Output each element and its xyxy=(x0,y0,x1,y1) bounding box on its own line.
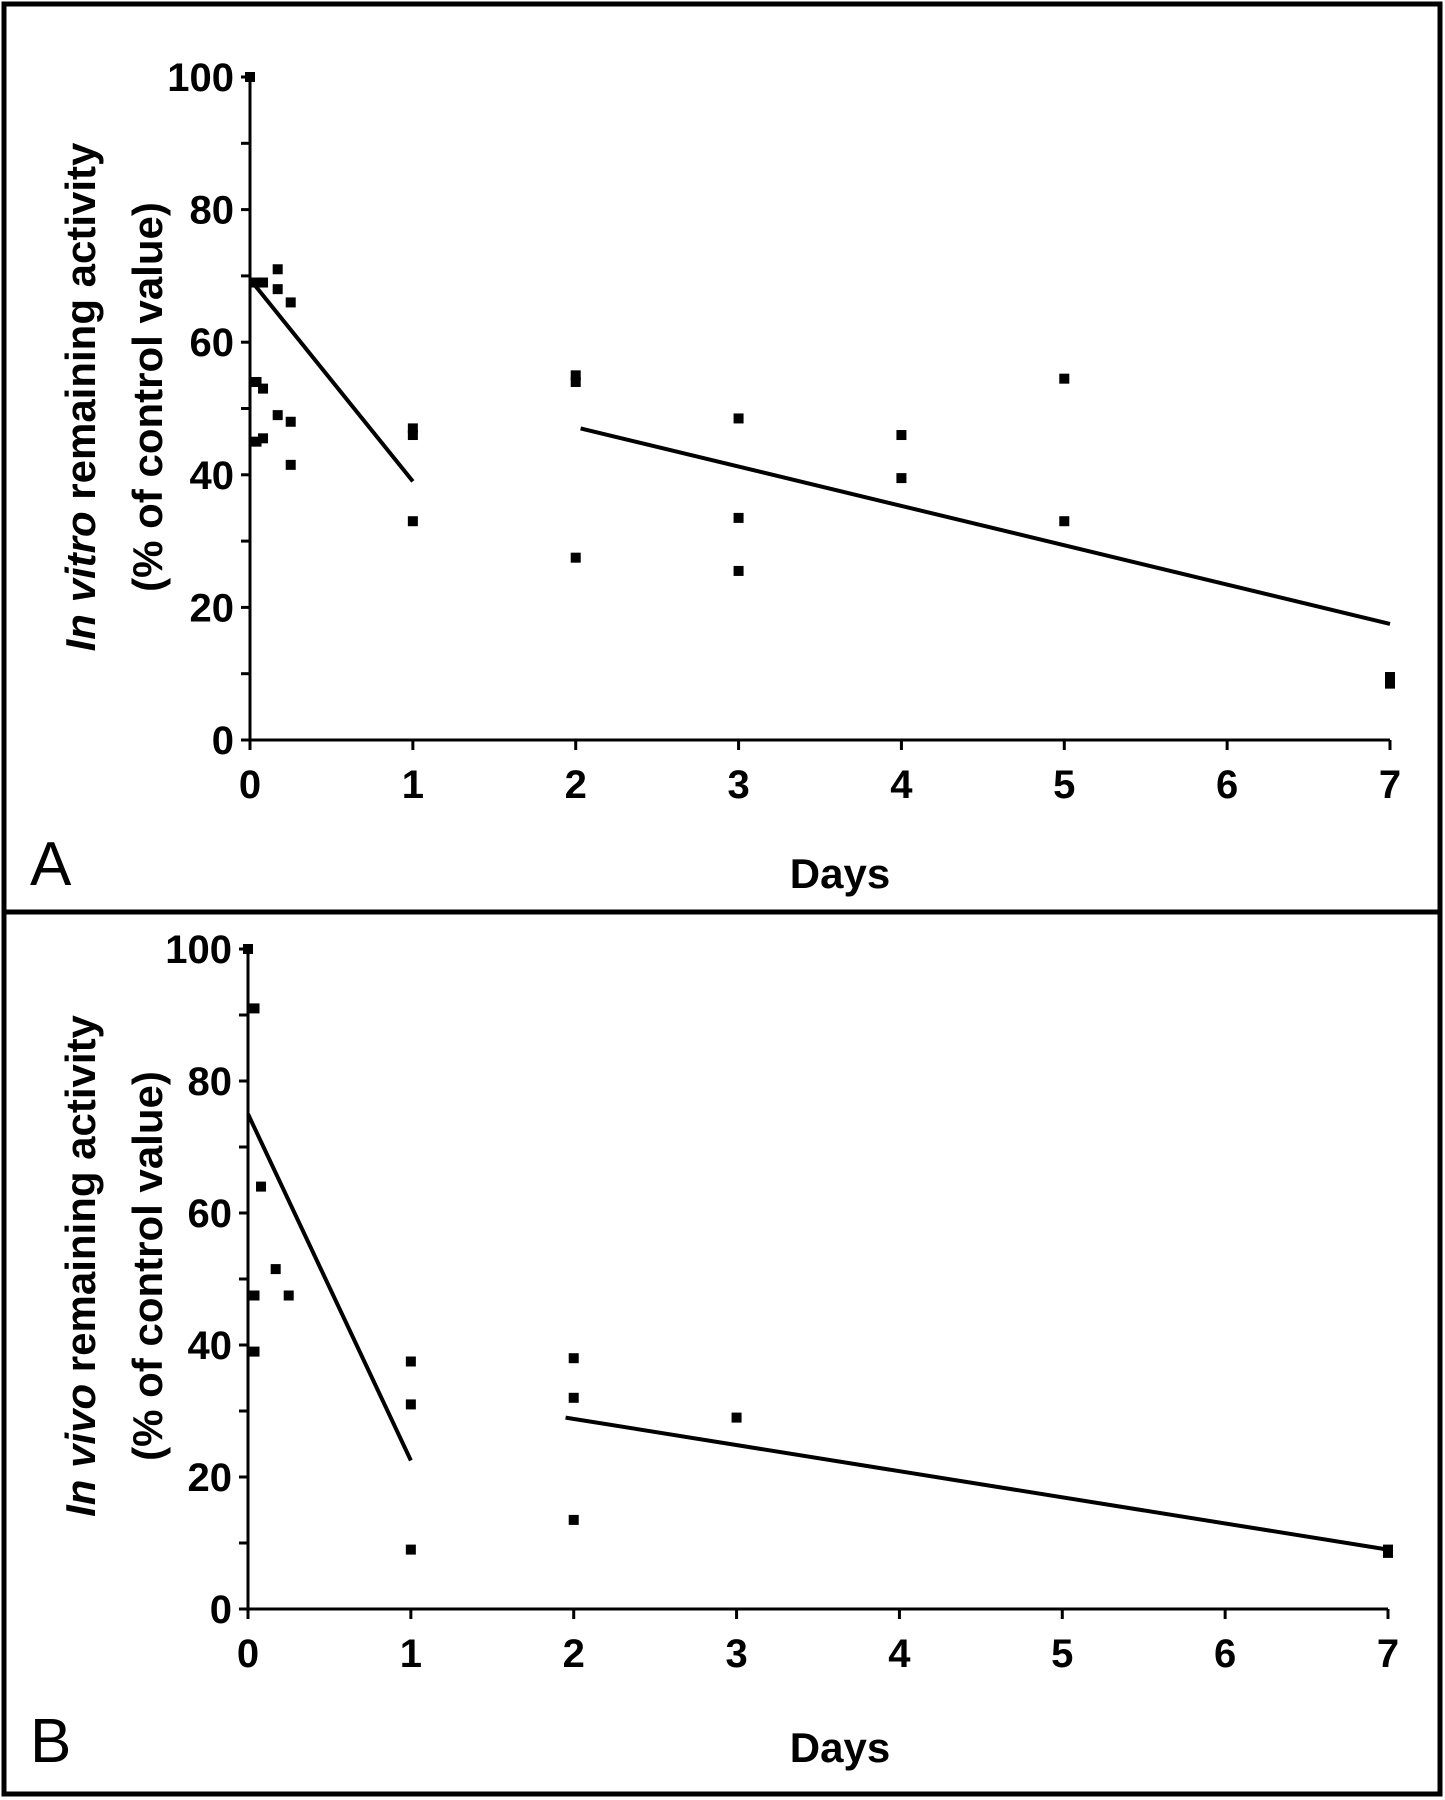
regression-line xyxy=(565,1415,1389,1552)
y-axis-title-line1: In vivo remaining activity xyxy=(57,1014,104,1516)
data-point xyxy=(1383,1547,1393,1558)
data-point xyxy=(285,416,296,427)
data-point xyxy=(733,413,744,424)
x-tick-label: 1 xyxy=(400,1632,422,1676)
data-point xyxy=(249,1290,260,1301)
data-point xyxy=(568,1514,579,1525)
data-point xyxy=(407,430,418,441)
data-point xyxy=(251,436,262,447)
data-point xyxy=(272,284,283,295)
data-point xyxy=(731,1412,742,1423)
x-tick-label: 2 xyxy=(563,1632,585,1676)
y-axis-title-line2: (% of control value) xyxy=(124,1071,171,1461)
y-tick-label: 20 xyxy=(190,586,235,630)
y-tick-label: 80 xyxy=(188,1060,233,1104)
data-point xyxy=(283,1290,294,1301)
x-tick-label: 3 xyxy=(725,1632,747,1676)
y-tick-label: 100 xyxy=(167,56,234,100)
data-point xyxy=(270,1264,281,1275)
data-point xyxy=(568,1353,579,1364)
y-tick-label: 100 xyxy=(165,928,232,972)
data-point xyxy=(285,297,296,308)
x-tick-label: 4 xyxy=(890,763,913,807)
y-axis-title-line1: In vitro remaining activity xyxy=(57,142,104,651)
y-tick-label: 60 xyxy=(190,321,235,365)
x-tick-label: 7 xyxy=(1377,1632,1399,1676)
x-tick-label: 3 xyxy=(727,763,749,807)
data-point xyxy=(405,1544,416,1555)
x-tick-label: 6 xyxy=(1214,1632,1236,1676)
regression-line xyxy=(246,1113,413,1462)
data-point xyxy=(272,410,283,421)
y-tick-label: 0 xyxy=(210,1588,232,1632)
data-point xyxy=(733,512,744,523)
x-tick-label: 6 xyxy=(1216,763,1238,807)
x-tick-label: 5 xyxy=(1051,1632,1073,1676)
data-point xyxy=(251,376,262,387)
chart-panel-a: In vitro remaining activity (% of contro… xyxy=(30,56,1401,899)
data-point xyxy=(570,552,581,563)
chart-panel-b: In vivo remaining activity (% of control… xyxy=(30,928,1399,1776)
x-tick-label: 1 xyxy=(402,763,424,807)
x-axis-title: Days xyxy=(790,850,890,897)
y-tick-label: 20 xyxy=(188,1456,233,1500)
x-tick-label: 5 xyxy=(1053,763,1075,807)
y-tick-label: 40 xyxy=(188,1324,233,1368)
data-point xyxy=(407,516,418,527)
x-tick-label: 4 xyxy=(888,1632,911,1676)
y-axis-title-rest: remaining activity xyxy=(57,142,104,511)
data-point xyxy=(570,370,581,381)
data-point xyxy=(243,944,253,954)
data-point xyxy=(405,1399,416,1410)
data-point xyxy=(405,1356,416,1367)
y-axis-title-italic: In vitro xyxy=(57,511,104,651)
y-axis-title-rest: remaining activity xyxy=(57,1014,104,1383)
x-tick-label: 0 xyxy=(237,1632,259,1676)
data-point xyxy=(249,1003,260,1014)
data-point xyxy=(285,459,296,470)
data-point xyxy=(258,383,269,394)
data-point xyxy=(1385,678,1395,689)
regression-line xyxy=(248,277,415,483)
data-point xyxy=(896,473,907,484)
data-point xyxy=(272,264,283,275)
y-tick-label: 80 xyxy=(190,189,235,233)
x-tick-label: 0 xyxy=(239,763,261,807)
x-axis-title: Days xyxy=(790,1724,890,1771)
data-point xyxy=(251,277,262,288)
y-tick-label: 0 xyxy=(212,719,234,763)
y-tick-label: 40 xyxy=(190,454,235,498)
data-point xyxy=(1385,672,1395,683)
data-point xyxy=(568,1392,579,1403)
panel-letter: B xyxy=(30,1707,71,1776)
panel-letter: A xyxy=(30,830,72,899)
data-point xyxy=(733,565,744,576)
y-axis-title-italic: In vivo xyxy=(57,1384,104,1517)
x-tick-label: 2 xyxy=(565,763,587,807)
data-point xyxy=(258,433,269,444)
x-tick-label: 7 xyxy=(1379,763,1401,807)
data-point xyxy=(249,1346,260,1357)
data-point xyxy=(896,430,907,441)
regression-line xyxy=(580,426,1391,626)
data-point xyxy=(570,376,581,387)
y-axis-title-line2: (% of control value) xyxy=(124,202,171,592)
data-point xyxy=(407,423,418,434)
y-tick-label: 60 xyxy=(188,1192,233,1236)
data-point xyxy=(1059,516,1070,527)
data-point xyxy=(245,72,255,82)
data-point xyxy=(256,1181,267,1192)
data-point xyxy=(1059,373,1070,384)
data-point xyxy=(258,277,269,288)
